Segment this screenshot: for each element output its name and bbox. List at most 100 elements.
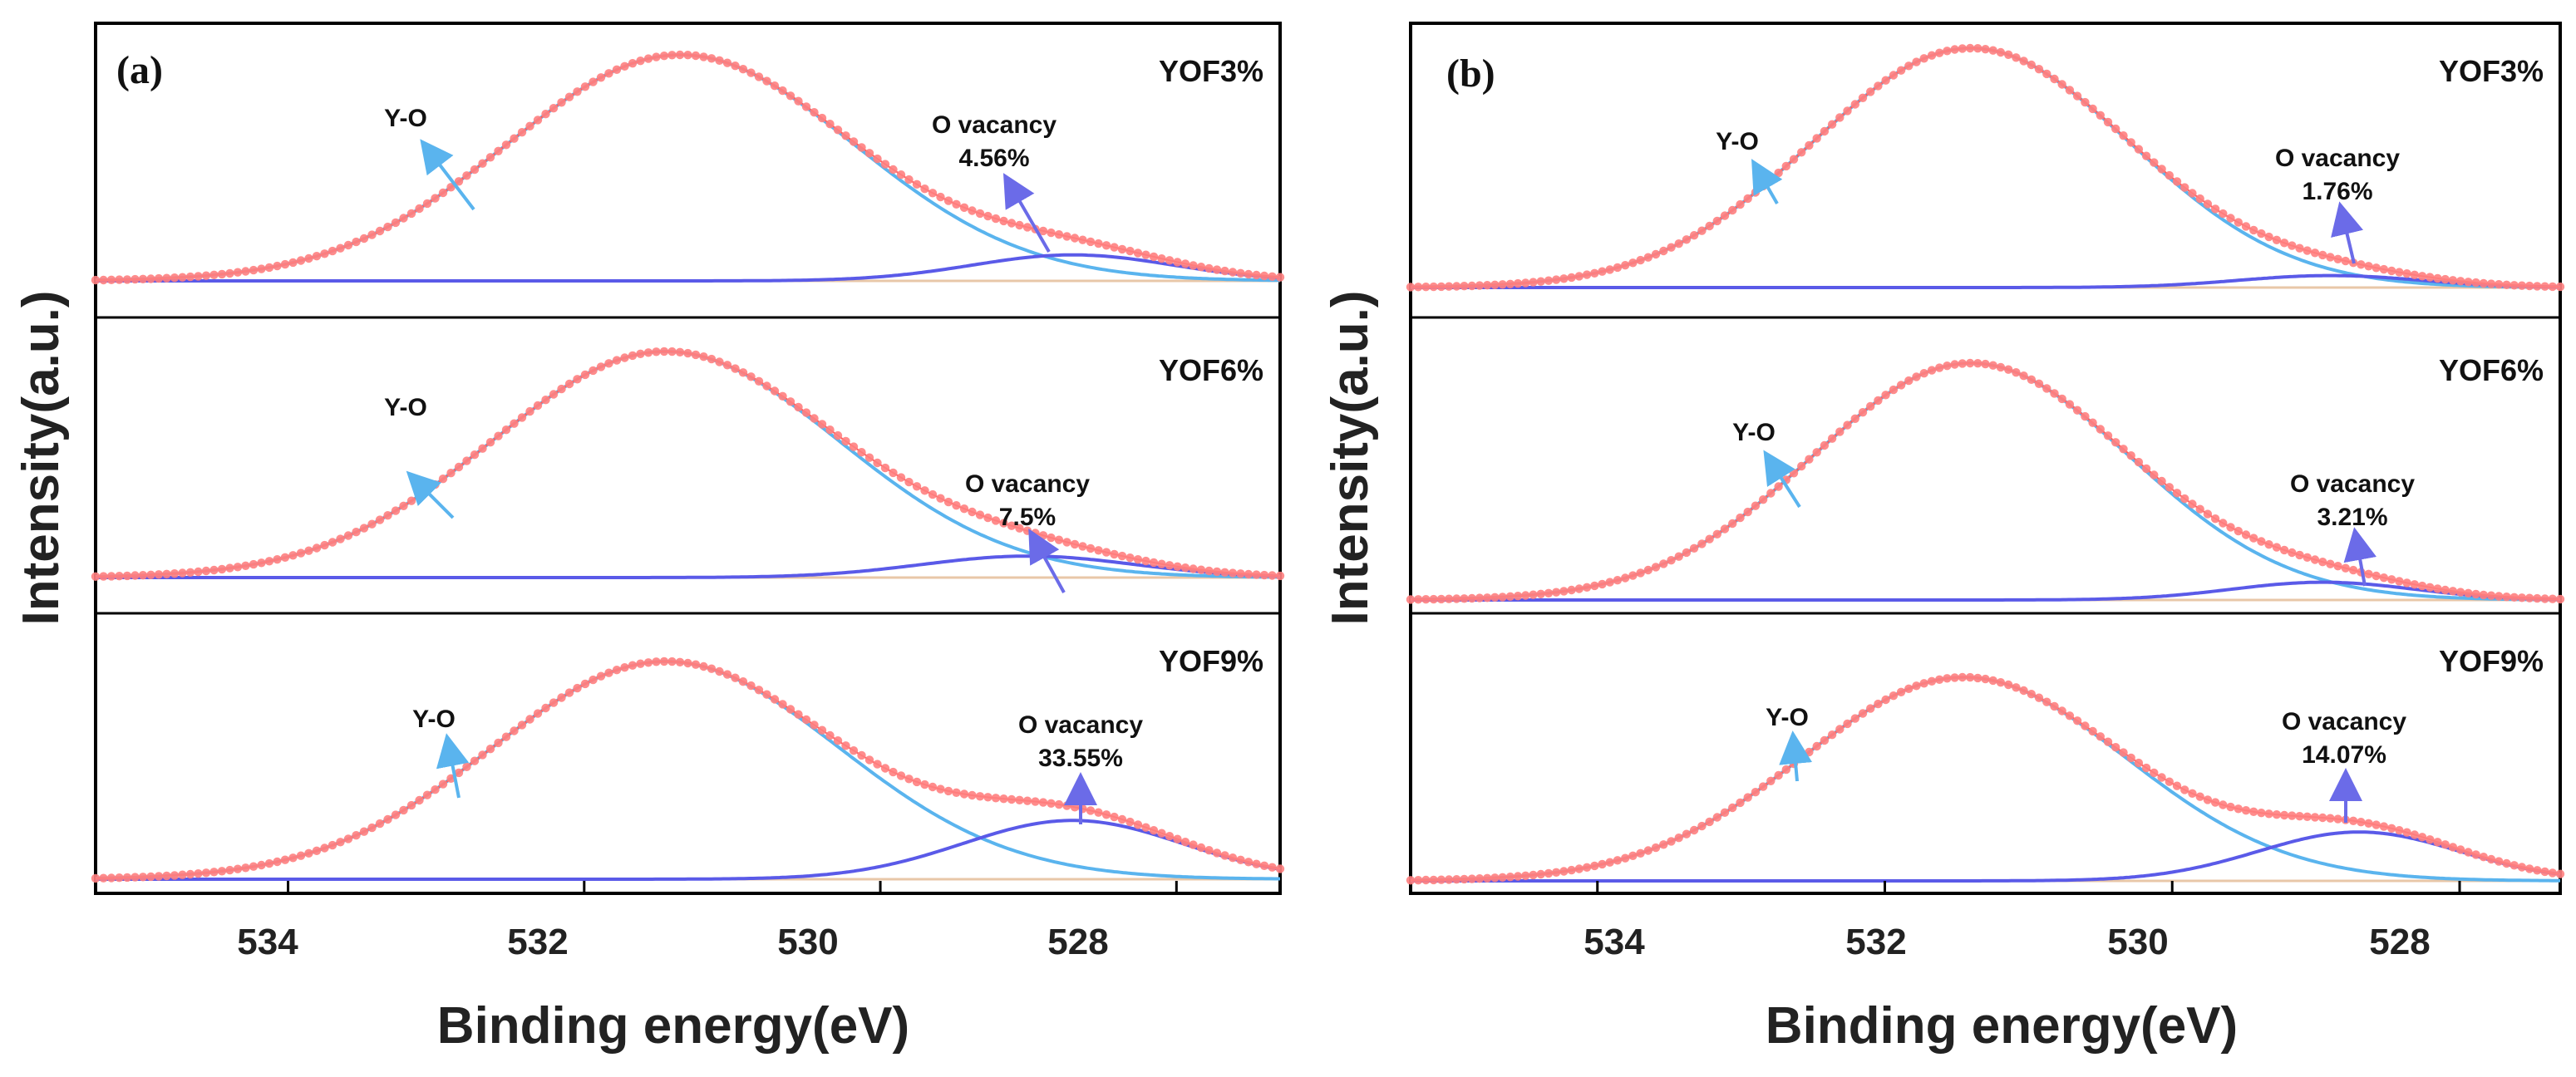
data-point	[746, 681, 756, 691]
data-point	[873, 458, 882, 468]
data-point	[2395, 577, 2404, 586]
data-point	[2027, 690, 2036, 699]
data-point	[154, 570, 164, 579]
data-point	[589, 675, 598, 685]
data-point	[754, 686, 764, 695]
data-point	[1475, 281, 1485, 290]
data-point	[2019, 686, 2028, 696]
data-point	[1643, 846, 1653, 855]
data-point	[1659, 559, 1668, 568]
data-point	[1536, 589, 1545, 598]
x-tick-label: 532	[1845, 922, 1906, 962]
data-point	[217, 269, 227, 279]
data-point	[2150, 470, 2159, 479]
data-point	[1414, 283, 1423, 292]
data-point	[1613, 263, 1623, 273]
data-point	[2517, 593, 2527, 602]
data-point	[928, 189, 938, 198]
data-point	[904, 175, 914, 184]
annotation-ov-arrow	[1028, 529, 1066, 593]
data-point	[431, 785, 440, 794]
data-point	[1743, 507, 1752, 517]
data-point	[2103, 117, 2113, 127]
data-point	[2210, 204, 2220, 214]
data-point	[1467, 281, 1477, 291]
data-point	[2410, 580, 2419, 589]
data-point	[1031, 797, 1040, 806]
x-tick-label: 534	[237, 922, 298, 962]
data-point	[375, 515, 385, 524]
data-point	[959, 504, 969, 514]
data-point	[1444, 594, 1454, 603]
data-point	[722, 58, 732, 67]
data-point	[983, 513, 992, 523]
data-point	[1835, 725, 1845, 734]
data-point	[2433, 838, 2442, 847]
data-point	[833, 125, 843, 135]
data-point	[1196, 843, 1206, 853]
series-line-o-vacancy	[96, 253, 1281, 283]
data-point	[2027, 60, 2036, 70]
data-point	[1252, 859, 1261, 868]
data-point	[2479, 278, 2488, 288]
data-point	[604, 668, 613, 677]
data-point	[399, 501, 408, 510]
data-point	[1220, 851, 1229, 860]
data-point	[1965, 43, 1975, 53]
data-point	[2326, 814, 2335, 823]
data-point	[170, 871, 180, 880]
data-point	[896, 170, 906, 180]
data-point	[1858, 709, 1868, 718]
data-point	[1054, 799, 1064, 809]
data-point	[557, 98, 566, 107]
data-point	[620, 353, 629, 362]
data-point	[1141, 556, 1150, 566]
annotation-ov-label: O vacancy	[2290, 470, 2415, 498]
data-point	[131, 274, 140, 284]
data-point	[264, 557, 274, 566]
data-point	[138, 571, 148, 580]
annotation-ov-label: O vacancy	[932, 111, 1057, 139]
data-point	[422, 199, 432, 209]
data-point	[1621, 573, 1630, 583]
data-point	[494, 738, 503, 748]
data-point	[2126, 451, 2135, 460]
data-point	[1659, 246, 1668, 256]
data-point	[343, 834, 353, 843]
data-point	[1110, 812, 1119, 822]
data-point	[652, 347, 661, 357]
data-point	[1927, 51, 1937, 60]
data-point	[549, 698, 559, 707]
data-point	[525, 715, 534, 724]
data-point	[1429, 594, 1438, 604]
data-point	[1643, 565, 1653, 575]
data-point	[2410, 830, 2419, 839]
data-point	[936, 784, 945, 794]
data-point	[2165, 170, 2174, 180]
data-point	[241, 561, 250, 570]
data-point	[1858, 408, 1868, 417]
data-point	[2072, 716, 2082, 725]
data-point	[1988, 676, 1997, 686]
data-point	[2479, 853, 2488, 862]
data-point	[857, 143, 866, 152]
data-point	[2141, 464, 2151, 474]
data-point	[810, 720, 819, 730]
data-point	[517, 413, 527, 422]
data-point	[943, 497, 953, 507]
data-point	[620, 663, 629, 672]
data-point	[154, 872, 164, 881]
data-point	[1582, 583, 1592, 592]
data-point	[170, 273, 180, 283]
data-point	[1015, 795, 1024, 804]
data-point	[612, 65, 622, 75]
data-point	[510, 726, 519, 735]
data-point	[1943, 47, 1952, 56]
data-point	[810, 108, 819, 117]
data-point	[1958, 44, 1967, 53]
data-point	[1047, 799, 1056, 808]
data-point	[880, 160, 890, 169]
data-point	[2195, 792, 2204, 801]
data-point	[691, 350, 701, 360]
data-point	[1598, 859, 1607, 869]
